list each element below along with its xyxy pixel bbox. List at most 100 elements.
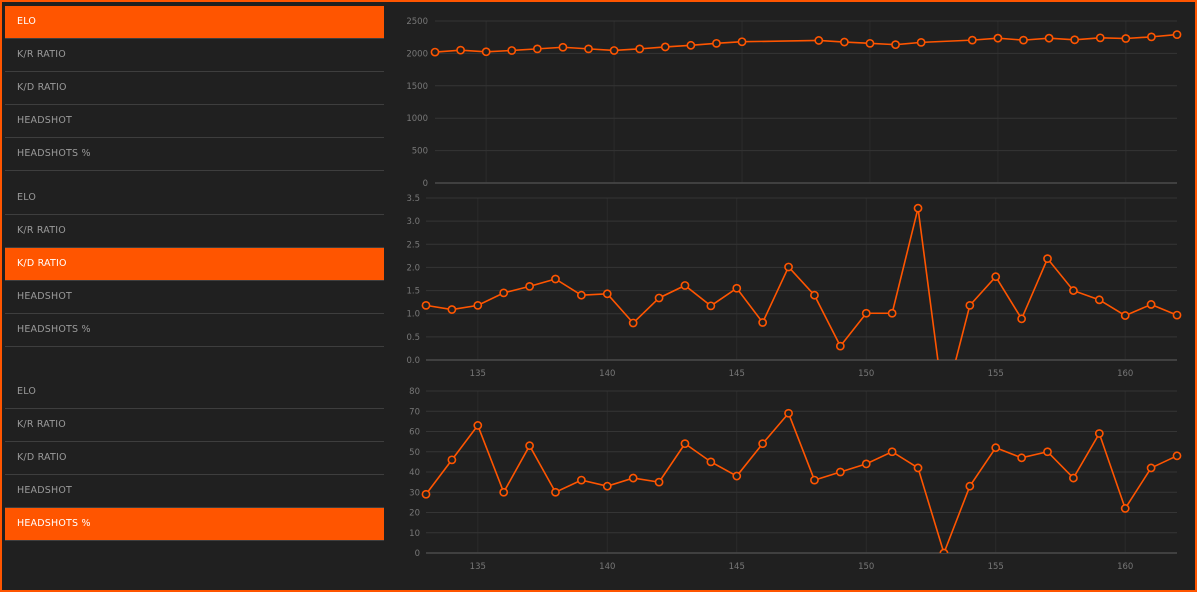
data-point[interactable] xyxy=(1120,504,1130,513)
data-point[interactable] xyxy=(507,46,517,55)
data-point[interactable] xyxy=(939,548,949,556)
data-point[interactable] xyxy=(628,318,638,328)
data-point[interactable] xyxy=(686,40,696,50)
data-point[interactable] xyxy=(784,408,793,418)
data-point[interactable] xyxy=(1017,453,1027,463)
data-point[interactable] xyxy=(525,441,534,451)
data-point[interactable] xyxy=(737,37,747,47)
data-point[interactable] xyxy=(551,487,560,497)
data-point[interactable] xyxy=(861,308,871,318)
data-point[interactable] xyxy=(1017,314,1027,324)
data-point[interactable] xyxy=(835,341,845,351)
data-point[interactable] xyxy=(810,290,819,300)
data-point[interactable] xyxy=(680,439,690,449)
data-point[interactable] xyxy=(913,463,923,473)
data-point[interactable] xyxy=(558,42,568,52)
data-point[interactable] xyxy=(456,45,465,55)
data-point[interactable] xyxy=(861,459,871,469)
data-point[interactable] xyxy=(865,38,875,48)
data-point[interactable] xyxy=(660,42,670,52)
data-point[interactable] xyxy=(810,475,819,485)
data-point[interactable] xyxy=(706,457,716,467)
data-point[interactable] xyxy=(965,481,975,491)
data-point[interactable] xyxy=(887,447,897,457)
data-point[interactable] xyxy=(576,290,586,300)
data-point[interactable] xyxy=(732,283,742,293)
data-point[interactable] xyxy=(635,44,645,54)
data-point[interactable] xyxy=(993,33,1003,43)
menu-item-headshot[interactable]: HEADSHOT xyxy=(5,475,384,508)
data-point[interactable] xyxy=(473,300,483,310)
data-point[interactable] xyxy=(628,473,638,483)
data-point[interactable] xyxy=(421,489,431,499)
menu-item-elo[interactable]: ELO xyxy=(5,182,384,215)
data-point[interactable] xyxy=(609,46,619,55)
data-point[interactable] xyxy=(473,421,483,430)
menu-item-headshot[interactable]: HEADSHOT xyxy=(5,105,384,138)
data-point[interactable] xyxy=(1172,451,1182,461)
data-point[interactable] xyxy=(965,300,975,310)
data-point[interactable] xyxy=(1120,311,1130,320)
data-point[interactable] xyxy=(940,403,947,410)
data-point[interactable] xyxy=(1044,33,1054,43)
data-point[interactable] xyxy=(758,439,768,449)
data-point[interactable] xyxy=(1146,300,1156,309)
data-point[interactable] xyxy=(814,36,824,45)
data-point[interactable] xyxy=(758,318,768,327)
data-point[interactable] xyxy=(913,203,923,213)
data-point[interactable] xyxy=(532,44,542,54)
data-point[interactable] xyxy=(551,274,560,284)
data-point[interactable] xyxy=(887,308,897,318)
data-point[interactable] xyxy=(1069,473,1078,483)
menu-item-k-r-ratio[interactable]: K/R RATIO xyxy=(5,409,384,442)
data-point[interactable] xyxy=(784,262,793,272)
data-point[interactable] xyxy=(499,288,509,298)
menu-item-headshots[interactable]: HEADSHOTS % xyxy=(5,508,384,541)
data-point[interactable] xyxy=(712,38,721,48)
data-point[interactable] xyxy=(1121,34,1131,43)
data-point[interactable] xyxy=(1172,310,1182,320)
data-point[interactable] xyxy=(1095,33,1105,43)
menu-item-headshots[interactable]: HEADSHOTS % xyxy=(5,138,384,171)
data-point[interactable] xyxy=(891,40,900,50)
data-point[interactable] xyxy=(967,35,977,45)
data-point[interactable] xyxy=(706,301,716,311)
menu-item-k-d-ratio[interactable]: K/D RATIO xyxy=(5,248,384,281)
data-point[interactable] xyxy=(1070,35,1080,45)
data-point[interactable] xyxy=(654,293,664,303)
data-point[interactable] xyxy=(447,455,457,465)
data-point[interactable] xyxy=(1069,286,1078,295)
data-point[interactable] xyxy=(1094,295,1104,305)
data-point[interactable] xyxy=(499,487,509,497)
data-point[interactable] xyxy=(584,44,593,54)
data-point[interactable] xyxy=(835,467,845,477)
data-point[interactable] xyxy=(525,282,534,291)
data-point[interactable] xyxy=(447,305,457,314)
data-point[interactable] xyxy=(991,443,1001,453)
data-point[interactable] xyxy=(732,471,742,481)
data-point[interactable] xyxy=(916,37,926,47)
data-point[interactable] xyxy=(481,47,491,57)
data-point[interactable] xyxy=(421,300,431,310)
data-point[interactable] xyxy=(839,37,849,47)
data-point[interactable] xyxy=(1019,35,1028,45)
menu-item-k-d-ratio[interactable]: K/D RATIO xyxy=(5,72,384,105)
data-point[interactable] xyxy=(1094,429,1104,438)
menu-item-k-d-ratio[interactable]: K/D RATIO xyxy=(5,442,384,475)
data-point[interactable] xyxy=(991,272,1001,282)
data-point[interactable] xyxy=(1172,30,1182,40)
menu-item-k-r-ratio[interactable]: K/R RATIO xyxy=(5,39,384,72)
menu-item-elo[interactable]: ELO xyxy=(5,376,384,409)
data-point[interactable] xyxy=(1147,32,1156,42)
menu-item-headshots[interactable]: HEADSHOTS % xyxy=(5,314,384,347)
data-point[interactable] xyxy=(654,477,664,487)
menu-item-headshot[interactable]: HEADSHOT xyxy=(5,281,384,314)
data-point[interactable] xyxy=(576,475,586,485)
data-point[interactable] xyxy=(602,481,612,491)
data-point[interactable] xyxy=(680,281,690,290)
data-point[interactable] xyxy=(1043,447,1052,457)
data-point[interactable] xyxy=(1043,254,1052,264)
menu-item-k-r-ratio[interactable]: K/R RATIO xyxy=(5,215,384,248)
data-point[interactable] xyxy=(1146,463,1156,473)
menu-item-elo[interactable]: ELO xyxy=(5,6,384,39)
